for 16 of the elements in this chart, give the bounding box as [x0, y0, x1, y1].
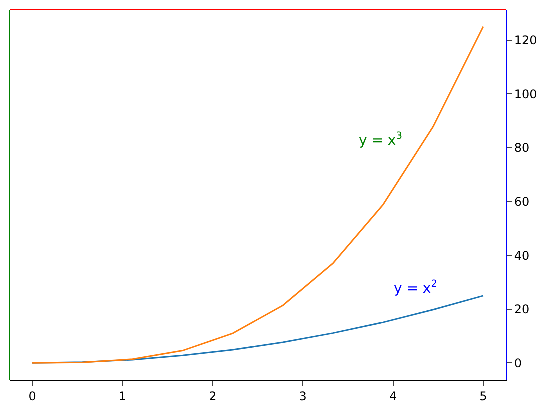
- x-tick-label: 2: [209, 389, 217, 404]
- y-tick-label: 100: [514, 87, 538, 102]
- annotation: y = x$^{3}$: [359, 131, 402, 149]
- y-tick-label: 0: [514, 356, 522, 370]
- x-tick-label: 1: [118, 389, 127, 404]
- annotation: y = x$^{2}$: [394, 279, 438, 297]
- y-tick-label: 120: [514, 33, 538, 48]
- x-tick-label: 0: [28, 389, 36, 404]
- x-tick-label: 4: [389, 389, 398, 404]
- x-tick-label: 5: [480, 389, 488, 404]
- y-tick-label: 80: [514, 141, 530, 156]
- x-tick-label: 3: [299, 389, 307, 404]
- y-tick-label: 20: [514, 302, 530, 317]
- line-series: [32, 26, 484, 364]
- y-tick-label: 40: [514, 248, 530, 263]
- y-tick-label: 60: [514, 194, 530, 209]
